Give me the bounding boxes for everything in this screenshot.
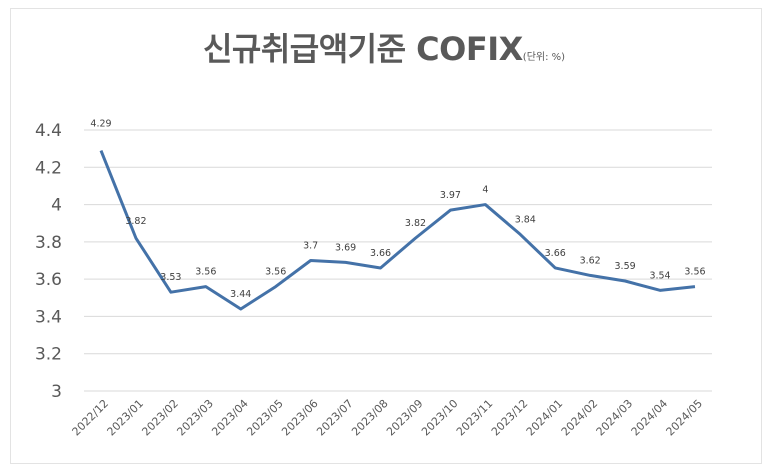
x-tick-label: 2024/03 — [594, 397, 636, 439]
x-tick-label: 2023/03 — [174, 397, 216, 439]
y-tick-label: 3 — [51, 382, 62, 402]
x-tick-label: 2023/08 — [349, 397, 391, 439]
x-tick-label: 2023/07 — [314, 397, 356, 439]
data-label: 3.56 — [265, 267, 286, 278]
gridlines — [84, 129, 712, 392]
y-tick-label: 4.4 — [35, 121, 62, 141]
x-tick-label: 2023/12 — [489, 397, 531, 439]
data-label: 3.54 — [649, 270, 670, 281]
y-tick-label: 3.8 — [35, 233, 62, 253]
x-axis-labels: 2022/122023/012023/022023/032023/042023/… — [70, 397, 705, 439]
y-tick-label: 3.4 — [35, 307, 62, 327]
data-label: 3.53 — [160, 272, 181, 283]
data-label: 3.66 — [545, 248, 566, 259]
x-tick-label: 2024/05 — [664, 397, 706, 439]
y-axis-labels: 3 3.2 3.4 3.6 3.8 4 4.2 4.4 — [35, 121, 62, 402]
y-tick-label: 3.6 — [35, 270, 62, 290]
data-label: 3.56 — [195, 267, 216, 278]
data-label: 3.69 — [335, 242, 356, 253]
x-tick-label: 2023/11 — [454, 397, 496, 439]
x-tick-label: 2024/01 — [524, 397, 566, 439]
data-label: 3.44 — [230, 289, 251, 300]
data-label: 3.97 — [440, 190, 461, 201]
data-label: 4.29 — [90, 119, 111, 130]
y-tick-label: 4.2 — [35, 158, 62, 178]
y-tick-label: 3.2 — [35, 345, 62, 365]
data-label: 3.62 — [580, 255, 601, 266]
data-label: 3.82 — [125, 216, 146, 227]
chart-title: 신규취급액기준 COFIX(단위: %) — [0, 24, 768, 70]
x-tick-label: 2024/02 — [559, 397, 601, 439]
x-tick-label: 2022/12 — [70, 397, 112, 439]
chart-title-text: 신규취급액기준 COFIX — [202, 30, 523, 68]
data-label: 3.66 — [370, 248, 391, 259]
x-tick-label: 2023/02 — [139, 397, 181, 439]
data-label: 3.59 — [615, 261, 636, 272]
x-tick-label: 2024/04 — [629, 397, 671, 439]
data-label: 4 — [482, 185, 488, 196]
x-tick-label: 2023/10 — [419, 397, 461, 439]
x-tick-label: 2023/01 — [105, 397, 147, 439]
data-label: 3.84 — [515, 214, 536, 225]
data-label: 3.7 — [303, 241, 318, 252]
chart-unit-label: (단위: %) — [522, 52, 566, 63]
data-label: 3.56 — [684, 267, 705, 278]
cofix-series-line — [99, 149, 696, 311]
y-tick-label: 4 — [51, 196, 62, 216]
x-tick-label: 2023/04 — [209, 397, 251, 439]
x-tick-label: 2023/06 — [279, 397, 321, 439]
x-tick-label: 2023/05 — [244, 397, 286, 439]
data-label: 3.82 — [405, 218, 426, 229]
x-tick-label: 2023/09 — [384, 397, 426, 439]
data-labels: 4.29 3.82 3.53 3.56 3.44 3.56 3.7 3.69 3.66 3.82 3… — [90, 119, 705, 300]
